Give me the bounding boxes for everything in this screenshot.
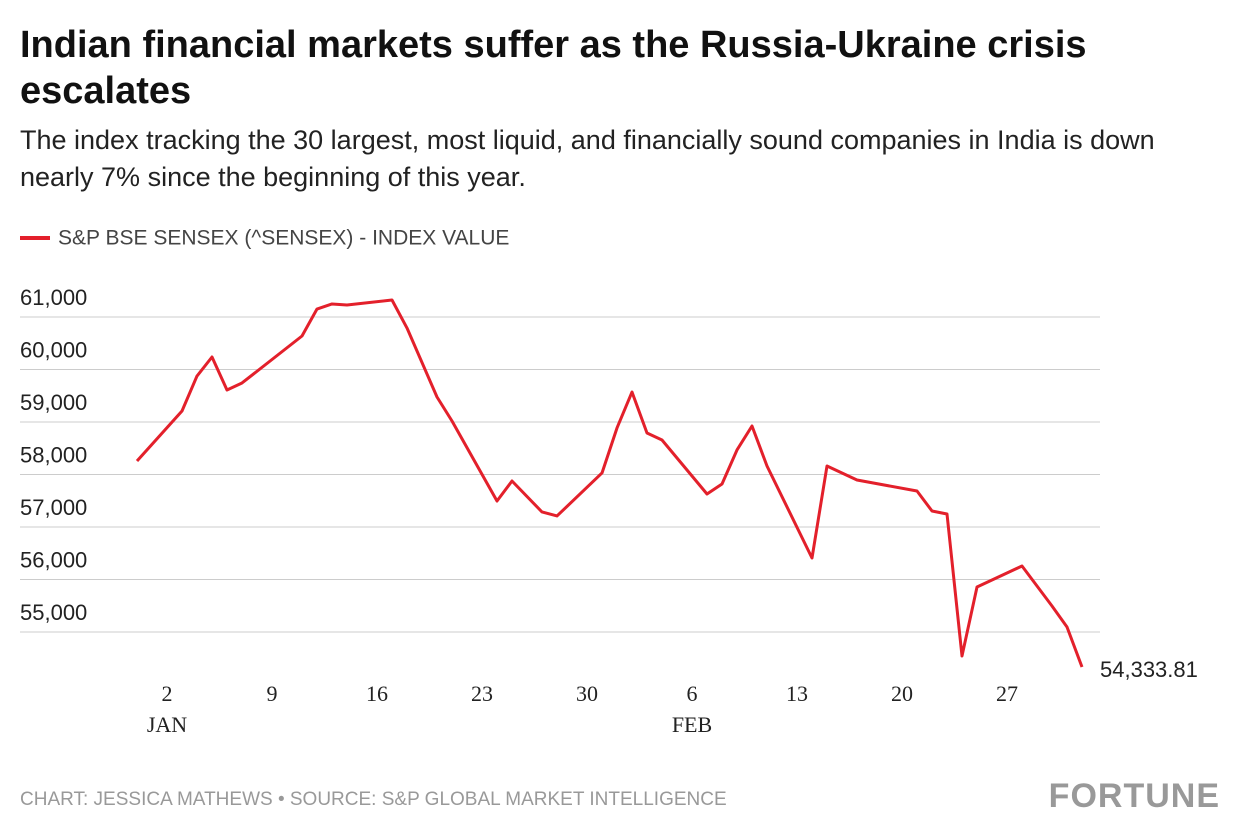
x-tick-label: 9 xyxy=(267,681,278,706)
x-tick-label: 2 xyxy=(162,681,173,706)
y-tick-label: 60,000 xyxy=(20,337,87,362)
legend-label: S&P BSE SENSEX (^SENSEX) - INDEX VALUE xyxy=(58,227,509,250)
y-tick-label: 59,000 xyxy=(20,390,87,415)
x-tick-label: 6 xyxy=(687,681,698,706)
x-tick-label: 20 xyxy=(891,681,913,706)
source: CHART: JESSICA MATHEWS • SOURCE: S&P GLO… xyxy=(20,789,727,810)
y-tick-label: 61,000 xyxy=(20,285,87,310)
x-tick-label: 23 xyxy=(471,681,493,706)
x-tick-label: 30 xyxy=(576,681,598,706)
chart-title: Indian financial markets suffer as the R… xyxy=(20,24,1087,112)
x-month-label: FEB xyxy=(672,712,712,737)
y-tick-label: 55,000 xyxy=(20,600,87,625)
y-tick-label: 58,000 xyxy=(20,442,87,467)
x-tick-label: 27 xyxy=(996,681,1018,706)
end-value-label: 54,333.81 xyxy=(1100,657,1198,682)
y-tick-label: 57,000 xyxy=(20,495,87,520)
x-tick-label: 13 xyxy=(786,681,808,706)
brand-logo: FORTUNE xyxy=(1049,777,1220,815)
y-tick-label: 56,000 xyxy=(20,547,87,572)
line xyxy=(135,298,1084,668)
x-month-label: JAN xyxy=(147,712,187,737)
chart-subtitle: The index tracking the 30 largest, most … xyxy=(20,125,1155,192)
x-tick-label: 16 xyxy=(366,681,388,706)
